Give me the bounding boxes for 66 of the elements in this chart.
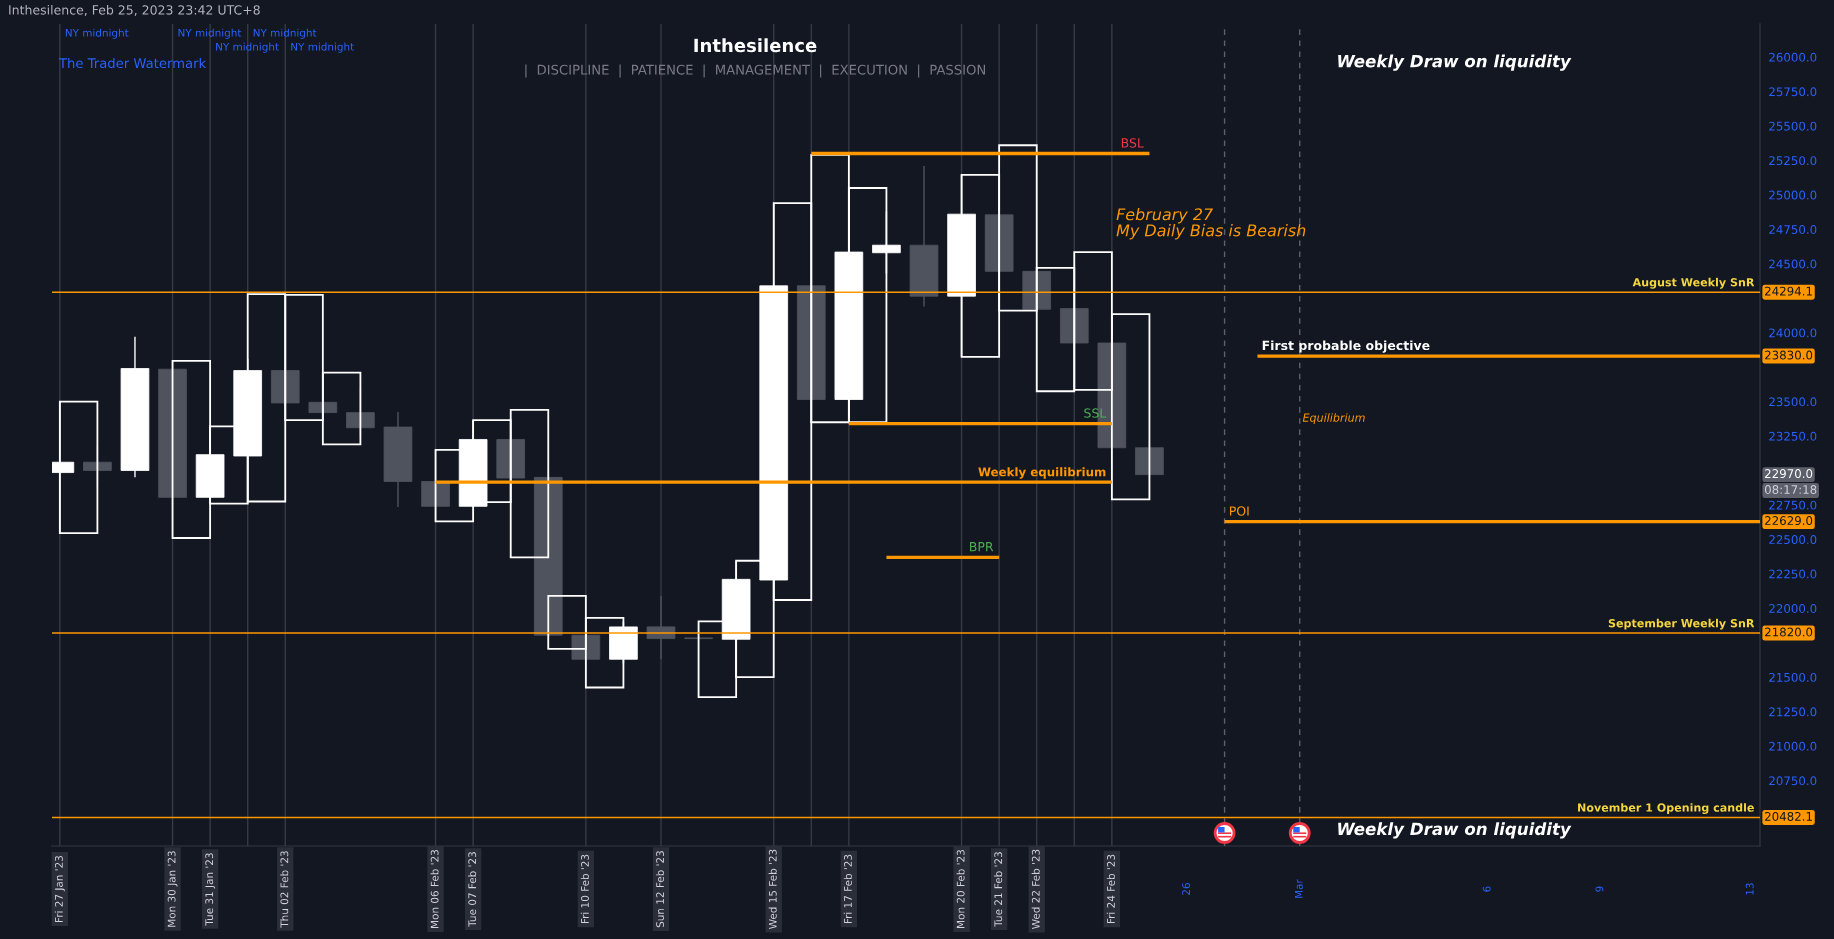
y-tick-label: 25750.0 <box>1769 87 1817 97</box>
ref-line-label: NY midnight <box>65 28 129 39</box>
data-label: 21820.0 <box>1765 627 1813 637</box>
y-tick-label: 22000.0 <box>1769 604 1817 613</box>
series-label: BSL <box>1121 138 1144 148</box>
annotation: Weekly Draw on liquidity <box>1338 822 1572 839</box>
x-tick-label: Mar <box>1295 879 1303 898</box>
text: 08:17:18 <box>1764 485 1817 495</box>
x-tick-label: Wed 15 Feb '23 <box>768 849 777 929</box>
ref-line-label: NY midnight <box>291 42 354 53</box>
data-label: 24294.1 <box>1765 286 1812 296</box>
y-tick-label: 22500.0 <box>1769 535 1817 545</box>
ref-line-label: NY midnight <box>253 28 317 39</box>
y-tick-label: 22250.0 <box>1769 569 1817 579</box>
ref-line-label: NY midnight <box>216 42 279 53</box>
annotation: The Trader Watermark <box>58 57 207 69</box>
data-label: 22629.0 <box>1765 516 1813 526</box>
annotation: February 27 My Daily Bias is Bearish <box>1116 207 1306 240</box>
series-label: Weekly equilibrium <box>978 467 1106 479</box>
y-tick-label: 24500.0 <box>1769 259 1817 269</box>
x-tick-label: Tue 31 Jan '23 <box>205 853 216 926</box>
x-tick-label: Sun 12 Feb '23 <box>655 851 665 928</box>
annotation: Weekly Draw on liquidity <box>1338 54 1572 71</box>
x-tick-label: Tue 21 Feb '23 <box>994 852 1003 927</box>
text: Inthesilence, Feb 25, 2023 23:42 UTC+8 <box>9 4 260 16</box>
x-tick-label: Fri 27 Jan '23 <box>54 856 65 922</box>
x-tick-label: 26 <box>1182 883 1191 895</box>
x-tick-label: 6 <box>1482 886 1491 892</box>
y-tick-label: 23500.0 <box>1769 397 1817 407</box>
ref-line-label: NY midnight <box>178 28 242 39</box>
x-tick-label: Mon 30 Jan '23 <box>167 851 178 927</box>
series-label: First probable objective <box>1262 340 1430 353</box>
data-label: 23830.0 <box>1765 350 1813 360</box>
text: 22970.0 <box>1765 469 1813 479</box>
x-tick-label: Fri 10 Feb '23 <box>580 854 589 924</box>
series-label: SSL <box>1084 408 1107 418</box>
y-tick-label: 21500.0 <box>1769 672 1817 682</box>
y-tick-label: 25250.0 <box>1769 156 1817 166</box>
series-label: November 1 Opening candle <box>1578 803 1754 814</box>
y-tick-label: 25000.0 <box>1769 190 1817 200</box>
x-tick-label: Mon 20 Feb '23 <box>956 850 965 928</box>
y-tick-label: 21250.0 <box>1769 707 1817 717</box>
y-tick-label: 24750.0 <box>1769 225 1817 234</box>
text: Inthesilence <box>694 38 817 53</box>
series-label: August Weekly SnR <box>1632 277 1755 289</box>
y-tick-label: 21000.0 <box>1769 741 1817 751</box>
series-label: POI <box>1229 506 1249 516</box>
y-tick-label: 22750.0 <box>1769 500 1817 510</box>
x-tick-label: Thu 02 Feb '23 <box>280 851 289 928</box>
y-tick-label: 24000.0 <box>1769 328 1817 338</box>
x-tick-label: Tue 07 Feb '23 <box>468 852 477 927</box>
x-tick-label: 9 <box>1595 886 1604 892</box>
x-tick-label: Fri 17 Feb '23 <box>843 854 852 924</box>
x-tick-label: Fri 24 Feb '23 <box>1106 854 1115 924</box>
series-label: BPR <box>970 542 994 552</box>
x-tick-label: Mon 06 Feb '23 <box>430 850 439 928</box>
text: | DISCIPLINE | PATIENCE | MANAGEMENT | EXECUTION | PASSION <box>525 64 985 78</box>
data-label: 20482.1 <box>1765 811 1812 821</box>
y-tick-label: 23250.0 <box>1769 431 1817 441</box>
y-tick-label: 25500.0 <box>1769 121 1817 131</box>
series-label: September Weekly SnR <box>1608 618 1755 630</box>
y-tick-label: 26000.0 <box>1769 52 1817 62</box>
x-tick-label: Wed 22 Feb '23 <box>1031 849 1040 929</box>
ref-line-label: Equilibrium <box>1302 413 1365 424</box>
y-tick-label: 20750.0 <box>1769 776 1817 786</box>
x-tick-label: 13 <box>1745 883 1754 895</box>
